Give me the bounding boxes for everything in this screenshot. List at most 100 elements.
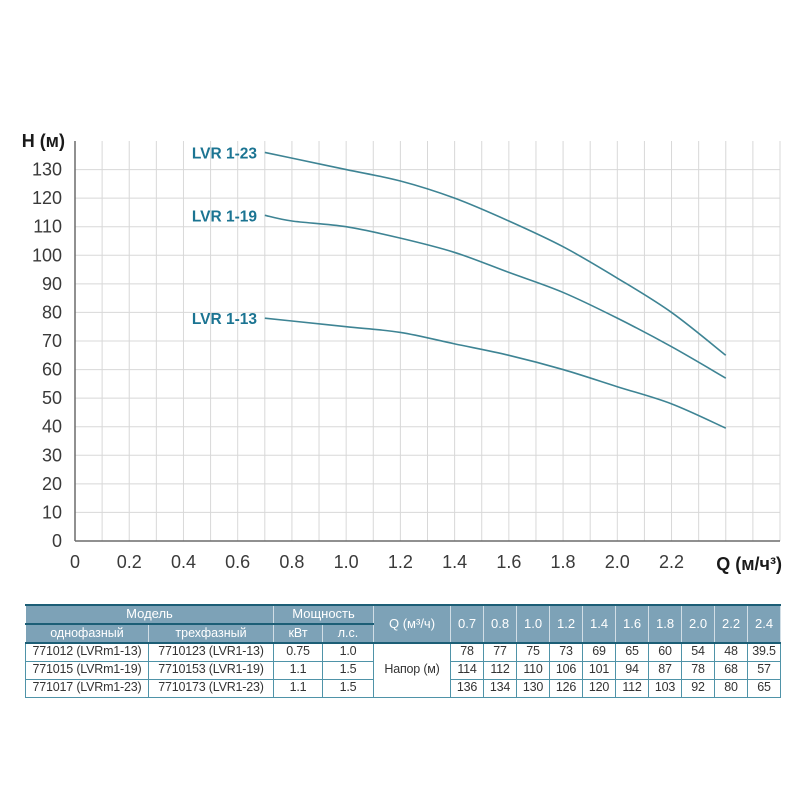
header-q-value: 1.6 [615,604,650,644]
cell-napor-label: Напор (м) [373,642,452,698]
cell-hp: 1.5 [322,660,375,680]
cell-hp: 1.5 [322,678,375,698]
table-row: 771012 (LVRm1-13) 7710123 (LVR1-13) 0.75… [25,642,782,698]
y-tick-label: 50 [42,388,62,408]
cell-head: 114 [450,660,485,680]
cell-head: 106 [549,660,584,680]
x-tick-label: 0.4 [171,552,196,572]
pump-curves-chart: 0 10 20 30 40 50 60 70 80 90 100 110 120 130 0 0.2 0.4 0.… [22,131,782,574]
header-q-value: 1.8 [648,604,683,644]
cell-head: 87 [648,660,683,680]
cell-head: 69 [582,642,617,662]
curve-label-lvr-1-23: LVR 1-23 [192,145,258,162]
cell-head: 57 [747,660,782,680]
header-single-phase: однофазный [25,623,149,644]
table-header-row-2: однофазный трехфазный кВт л.с. [25,623,781,644]
y-tick-label: 120 [32,188,62,208]
cell-head: 136 [450,678,485,698]
cell-head: 65 [615,642,650,662]
cell-head: 39.5 [747,642,782,662]
x-axis-title: Q (м/ч³) [716,554,782,574]
x-tick-label: 1.4 [442,552,467,572]
header-q-value: 0.8 [483,604,518,644]
y-axis-title: H (м) [22,131,65,151]
x-tick-label: 1.0 [334,552,359,572]
cell-head: 94 [615,660,650,680]
x-tick-label: 1.2 [388,552,413,572]
x-tick-label: 0.6 [225,552,250,572]
cell-head: 126 [549,678,584,698]
curve-lvr-1-19 [264,214,727,379]
cell-head: 75 [516,642,551,662]
cell-head: 130 [516,678,551,698]
cell-head: 112 [483,660,518,680]
cell-kw: 0.75 [273,642,324,662]
cell-three-phase-model: 7710173 (LVR1-23) [147,678,275,698]
y-tick-label: 0 [52,531,62,551]
header-q-value: 2.4 [747,604,782,644]
cell-hp: 1.0 [322,642,375,662]
curve-lvr-1-13 [264,317,727,429]
y-tick-label: 110 [33,217,62,237]
header-hp: л.с. [322,623,375,644]
x-tick-label: 1.8 [551,552,576,572]
y-tick-label: 90 [42,274,62,294]
x-tick-label: 2.2 [659,552,684,572]
x-tick-label: 0 [70,552,80,572]
cell-head: 60 [648,642,683,662]
curve-label-lvr-1-13: LVR 1-13 [192,311,258,328]
cell-head: 101 [582,660,617,680]
pump-data-table: Модель Мощность Q (м³/ч) 0.7 0.8 1.0 1.2… [24,604,782,698]
cell-head: 78 [681,660,716,680]
cell-head: 134 [483,678,518,698]
y-tick-label: 30 [42,445,62,465]
y-tick-label: 80 [42,302,62,322]
header-q-value: 1.0 [516,604,551,644]
header-q-value: 2.0 [681,604,716,644]
pump-chart-svg: 0 10 20 30 40 50 60 70 80 90 100 110 120 130 0 0.2 0.4 0.… [22,131,782,574]
cell-single-phase-model: 771012 (LVRm1-13) [25,642,149,662]
header-kw: кВт [273,623,324,644]
cell-head: 54 [681,642,716,662]
x-tick-label: 0.8 [279,552,304,572]
header-q-value: 0.7 [450,604,485,644]
y-tick-label: 60 [42,360,62,380]
header-q-value: 2.2 [714,604,749,644]
x-tick-label: 0.2 [117,552,142,572]
cell-kw: 1.1 [273,660,324,680]
cell-head: 110 [516,660,551,680]
y-tick-label: 130 [32,160,62,180]
curve-lvr-1-23 [264,151,727,356]
header-three-phase: трехфазный [147,623,275,644]
cell-head: 92 [681,678,716,698]
cell-three-phase-model: 7710123 (LVR1-13) [147,642,275,662]
cell-head: 120 [582,678,617,698]
table-row: 771017 (LVRm1-23) 7710173 (LVR1-23) 1.1 … [25,678,782,698]
y-tick-label: 100 [32,245,62,265]
cell-head: 48 [714,642,749,662]
header-model: Модель [24,604,275,625]
x-tick-label: 1.6 [496,552,521,572]
header-q-value: 1.4 [582,604,617,644]
header-q-unit: Q (м³/ч) [373,604,452,644]
cell-head: 77 [483,642,518,662]
y-tick-label: 20 [42,474,62,494]
header-power: Мощность [273,604,375,625]
cell-head: 103 [648,678,683,698]
cell-kw: 1.1 [273,678,324,698]
cell-head: 112 [615,678,650,698]
cell-single-phase-model: 771017 (LVRm1-23) [25,678,149,698]
curve-label-lvr-1-19: LVR 1-19 [192,208,258,225]
cell-head: 68 [714,660,749,680]
cell-head: 78 [450,642,485,662]
x-tick-label: 2.0 [605,552,630,572]
table-header-row-1: Модель Мощность Q (м³/ч) 0.7 0.8 1.0 1.2… [24,604,782,644]
cell-head: 65 [747,678,782,698]
cell-three-phase-model: 7710153 (LVR1-19) [147,660,275,680]
header-q-value: 1.2 [549,604,584,644]
y-tick-label: 70 [42,331,62,351]
y-tick-label: 40 [42,417,62,437]
cell-single-phase-model: 771015 (LVRm1-19) [25,660,149,680]
cell-head: 73 [549,642,584,662]
cell-head: 80 [714,678,749,698]
